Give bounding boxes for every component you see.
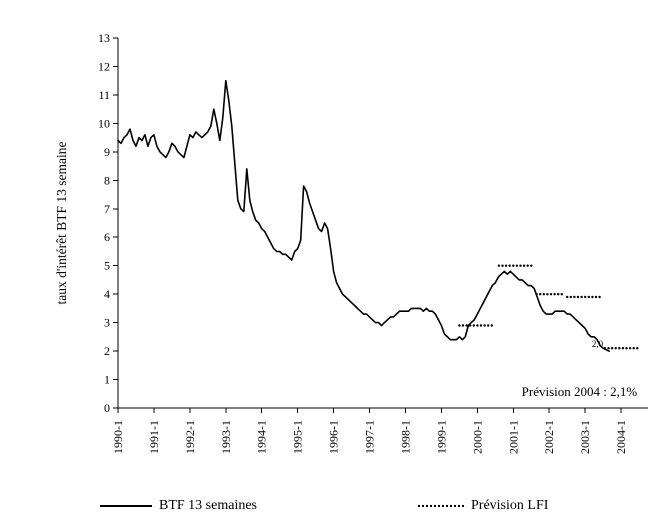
y-tick-label: 3 — [104, 316, 110, 330]
forecast-dot-2001 — [497, 264, 501, 267]
x-tick-label: 1990-1 — [111, 420, 125, 454]
forecast-dot-2004 — [625, 347, 628, 350]
y-tick-label: 13 — [98, 31, 110, 45]
x-tick-label: 1992-1 — [183, 420, 197, 454]
y-tick-label: 8 — [104, 173, 110, 187]
x-tick-label: 1999-1 — [434, 420, 448, 454]
forecast-dot-2000 — [476, 324, 479, 327]
x-tick-label: 2004-1 — [614, 420, 628, 454]
y-axis-title: taux d'intérêt BTF 13 semaine — [54, 141, 69, 305]
x-tick-label: 1993-1 — [219, 420, 233, 454]
forecast-dot-2002 — [549, 293, 553, 296]
y-tick-label: 1 — [104, 373, 110, 387]
y-tick-label: 4 — [104, 287, 110, 301]
forecast-dot-2003 — [594, 295, 598, 299]
forecast-dot-2001 — [530, 264, 533, 267]
forecast-dot-2000 — [472, 324, 475, 327]
forecast-dot-2000 — [479, 324, 483, 327]
legend-item-btf: BTF 13 semaines — [100, 498, 257, 514]
forecast-dot-2002 — [557, 293, 560, 296]
forecast-dot-2001 — [504, 264, 508, 267]
forecast-dot-2003 — [573, 295, 576, 299]
forecast-dot-2004 — [621, 347, 625, 350]
x-tick-label: 1996-1 — [327, 420, 341, 454]
forecast-dot-2004 — [636, 347, 639, 350]
forecast-dot-2001 — [515, 264, 519, 267]
forecast-dot-2000 — [487, 324, 490, 327]
legend-item-prevision: Prévision LFI — [418, 498, 548, 514]
forecast-dot-2004 — [618, 347, 621, 350]
forecast-dot-2003 — [598, 295, 601, 299]
forecast-dot-2002 — [542, 293, 545, 296]
forecast-dot-2003 — [569, 295, 572, 299]
x-tick-label: 1998-1 — [398, 420, 412, 454]
forecast-dot-2000 — [490, 324, 493, 327]
forecast-dot-2001 — [512, 264, 515, 267]
y-tick-label: 9 — [104, 145, 110, 159]
annotation: Prévision 2004 : 2,1% — [522, 384, 638, 399]
annotation: 2,0 — [592, 339, 604, 349]
forecast-dot-2002 — [546, 293, 549, 296]
y-tick-label: 12 — [98, 59, 110, 73]
forecast-dot-2002 — [560, 293, 563, 296]
forecast-dot-2002 — [535, 293, 538, 296]
forecast-dot-2000 — [458, 324, 461, 327]
legend-label-btf: BTF 13 semaines — [159, 498, 257, 513]
forecast-dot-2003 — [576, 295, 580, 299]
forecast-dot-2004 — [632, 347, 635, 350]
x-tick-label: 1991-1 — [147, 420, 161, 454]
forecast-dot-2000 — [461, 324, 465, 327]
forecast-dot-2003 — [584, 295, 587, 299]
x-tick-label: 2003-1 — [578, 420, 592, 454]
y-tick-label: 0 — [104, 401, 110, 415]
forecast-dot-2001 — [522, 264, 526, 267]
x-tick-label: 2000-1 — [470, 420, 484, 454]
x-tick-label: 2001-1 — [506, 420, 520, 454]
y-tick-label: 11 — [98, 88, 110, 102]
forecast-dot-2000 — [465, 324, 468, 327]
forecast-dot-2004 — [614, 347, 617, 350]
forecast-dot-2000 — [483, 324, 486, 327]
x-tick-label: 1995-1 — [291, 420, 305, 454]
y-tick-label: 5 — [104, 259, 110, 273]
forecast-dot-2004 — [607, 347, 610, 350]
forecast-dot-2003 — [580, 295, 583, 299]
forecast-dot-2001 — [501, 264, 504, 267]
x-tick-label: 1994-1 — [255, 420, 269, 454]
x-tick-label: 1997-1 — [363, 420, 377, 454]
forecast-dot-2001 — [519, 264, 522, 267]
series-line-btf — [117, 79, 610, 352]
forecast-dot-2000 — [469, 324, 472, 327]
y-tick-label: 10 — [98, 116, 110, 130]
forecast-dot-2003 — [566, 295, 569, 299]
x-tick-label: 2002-1 — [542, 420, 556, 454]
forecast-dot-2001 — [526, 264, 529, 267]
legend-label-prevision: Prévision LFI — [471, 498, 549, 513]
y-tick-label: 6 — [104, 230, 110, 244]
y-tick-label: 7 — [104, 202, 110, 216]
legend-marker-solid-line-icon — [100, 505, 152, 507]
forecast-dot-2004 — [628, 347, 632, 350]
y-tick-label: 2 — [104, 344, 110, 358]
forecast-dot-2003 — [587, 295, 590, 299]
forecast-dot-2003 — [591, 295, 594, 299]
forecast-dot-2002 — [553, 293, 556, 296]
forecast-dot-2001 — [508, 264, 511, 267]
legend: BTF 13 semaines Prévision LFI — [0, 498, 672, 522]
forecast-dot-2004 — [610, 347, 614, 350]
legend-marker-dotted-line-icon — [418, 505, 464, 507]
forecast-dot-2004 — [603, 347, 607, 350]
forecast-dot-2002 — [539, 293, 542, 296]
